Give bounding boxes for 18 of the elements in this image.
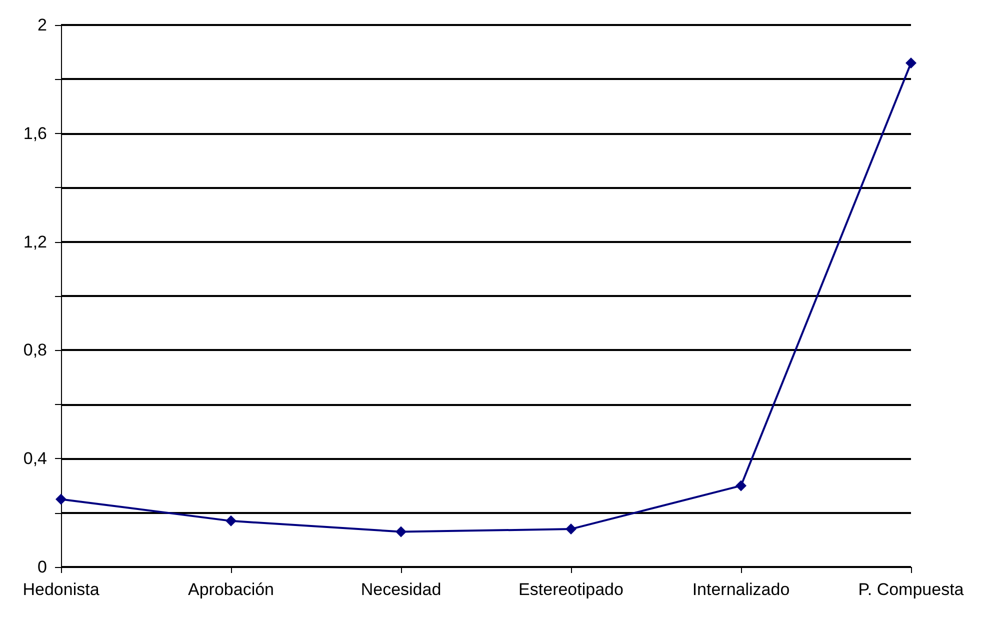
point: [396, 526, 406, 538]
y-tick-label: 2: [38, 16, 47, 34]
y-tick-label: 0,4: [23, 449, 47, 468]
y-tick-label: 1,2: [23, 232, 47, 252]
x-tick-label: Internalizado: [692, 580, 790, 599]
x-tick-label: Hedonista: [22, 580, 100, 599]
x-tick-label: Aprobación: [188, 580, 274, 599]
point: [736, 480, 746, 492]
point: [566, 524, 576, 535]
y-tick-label: 0: [38, 558, 47, 576]
y-tick-label: 1,6: [23, 124, 47, 143]
point: [56, 494, 66, 505]
x-tick-label: P. Compuesta: [858, 580, 964, 599]
x-tick-label: Estereotipado: [518, 580, 624, 599]
x-tick-label: Necesidad: [360, 580, 442, 599]
point: [226, 515, 236, 526]
point: [906, 57, 916, 68]
y-tick-label: 0,8: [23, 340, 47, 360]
